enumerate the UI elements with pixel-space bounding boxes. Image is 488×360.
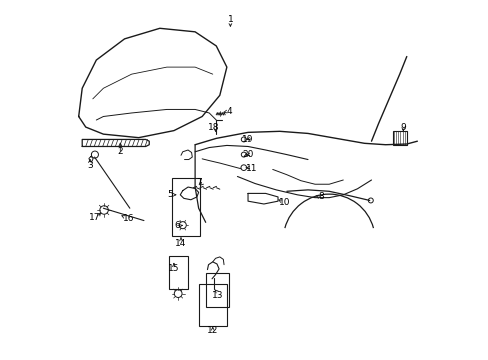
Text: 11: 11 [245,164,257,173]
Text: 15: 15 [168,264,179,273]
Text: 13: 13 [212,291,224,300]
Bar [205,274,228,307]
Text: 17: 17 [89,213,100,222]
Text: 3: 3 [87,161,93,170]
Bar [392,131,406,145]
Text: 10: 10 [279,198,290,207]
Bar [172,178,200,237]
Text: 14: 14 [175,239,186,248]
Text: 7: 7 [196,177,202,186]
Text: 18: 18 [207,123,219,132]
Text: 16: 16 [123,214,134,223]
Text: 5: 5 [166,190,172,199]
Text: 8: 8 [318,193,324,202]
Text: 20: 20 [242,150,253,159]
Text: 19: 19 [242,135,253,144]
Bar [168,256,188,289]
Text: 2: 2 [117,147,123,156]
Text: 6: 6 [174,221,179,230]
Text: 12: 12 [206,327,218,336]
Text: 9: 9 [400,123,406,132]
Text: 1: 1 [227,15,233,24]
Bar [198,284,226,327]
Text: 4: 4 [226,107,232,116]
